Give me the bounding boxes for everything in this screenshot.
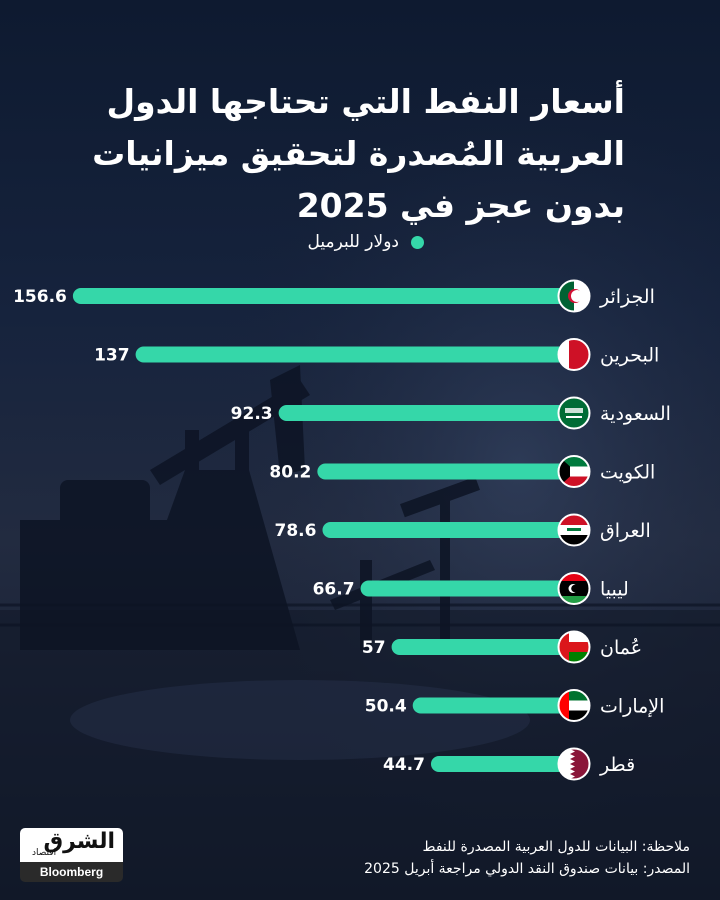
- title-line-3: بدون عجز في 2025: [296, 186, 625, 225]
- category-label: الجزائر: [599, 286, 655, 308]
- saudi-flag-icon: [557, 396, 591, 430]
- bar-value-label: 44.7: [383, 755, 425, 775]
- bar-value-label: 156.6: [13, 287, 67, 307]
- category-label: الكويت: [600, 462, 655, 484]
- qatar-flag-icon: [557, 747, 591, 781]
- category-label: قطر: [599, 754, 635, 776]
- bar-row: 66.7 ليبيا: [313, 572, 629, 605]
- logo-sub: اقتصاد: [32, 848, 57, 858]
- legend-label: دولار للبرميل: [307, 232, 399, 252]
- uae-flag-icon: [557, 689, 591, 722]
- footer-note: ملاحظة: البيانات للدول العربية المصدرة ل…: [422, 839, 690, 855]
- bar-row: 57 عُمان: [362, 630, 642, 664]
- category-label: الإمارات: [600, 696, 664, 718]
- bar-value-label: 50.4: [365, 697, 407, 717]
- asharq-bloomberg-logo: الشرق اقتصاد Bloomberg: [20, 828, 123, 884]
- category-label: ليبيا: [600, 579, 629, 601]
- bar-value-label: 78.6: [275, 521, 317, 541]
- bar-row: 44.7 قطر: [383, 747, 635, 781]
- bar: [360, 580, 574, 597]
- bar: [322, 522, 574, 538]
- bar-row: 78.6 العراق: [275, 513, 651, 547]
- iraq-flag-icon: [557, 513, 591, 547]
- bar: [391, 639, 574, 655]
- bar-value-label: 80.2: [269, 463, 311, 483]
- category-label: العراق: [600, 520, 651, 542]
- bar: [317, 463, 574, 480]
- bar-row: 156.6 الجزائر: [13, 279, 655, 313]
- bar: [135, 346, 574, 363]
- algeria-flag-icon: [557, 279, 591, 313]
- oman-flag-icon: [557, 630, 591, 664]
- legend: دولار للبرميل: [307, 232, 424, 252]
- footer-source: المصدر: بيانات صندوق النقد الدولي مراجعة…: [364, 861, 690, 877]
- category-label: البحرين: [600, 345, 659, 367]
- bar: [412, 697, 574, 714]
- chart-title: أسعار النفط التي تحتاجها الدول العربية ا…: [65, 76, 625, 232]
- category-label: عُمان: [600, 637, 642, 659]
- kuwait-flag-icon: [557, 455, 591, 488]
- bar-row: 137 البحرين: [94, 338, 659, 371]
- bar: [430, 756, 574, 772]
- bar: [72, 288, 574, 304]
- title-line-2: العربية المُصدرة لتحقيق ميزانيات: [92, 134, 625, 173]
- footer-notes: ملاحظة: البيانات للدول العربية المصدرة ل…: [364, 836, 690, 880]
- category-label: السعودية: [600, 403, 671, 425]
- title-line-1: أسعار النفط التي تحتاجها الدول: [106, 82, 625, 121]
- bar-value-label: 57: [362, 638, 386, 658]
- legend-swatch: [411, 235, 424, 249]
- bar-value-label: 92.3: [231, 404, 273, 424]
- bar-row: 92.3 السعودية: [231, 396, 671, 430]
- bar: [278, 405, 574, 421]
- logo-arabic: الشرق: [43, 829, 115, 854]
- bar-row: 80.2 الكويت: [269, 455, 655, 488]
- bar-value-label: 137: [94, 346, 130, 366]
- bar-row: 50.4 الإمارات: [365, 689, 664, 722]
- libya-flag-icon: [557, 572, 591, 605]
- logo-brand: Bloomberg: [20, 862, 123, 882]
- bahrain-flag-icon: [557, 338, 591, 371]
- bar-value-label: 66.7: [313, 580, 355, 600]
